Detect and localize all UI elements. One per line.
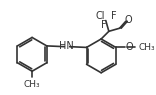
Text: O: O [126,42,133,52]
Text: O: O [125,15,133,25]
Text: HN: HN [59,41,74,51]
Text: Cl: Cl [96,11,105,21]
Text: CH₃: CH₃ [138,43,155,52]
Text: F: F [111,11,116,21]
Text: CH₃: CH₃ [24,80,40,89]
Text: F: F [101,20,107,30]
